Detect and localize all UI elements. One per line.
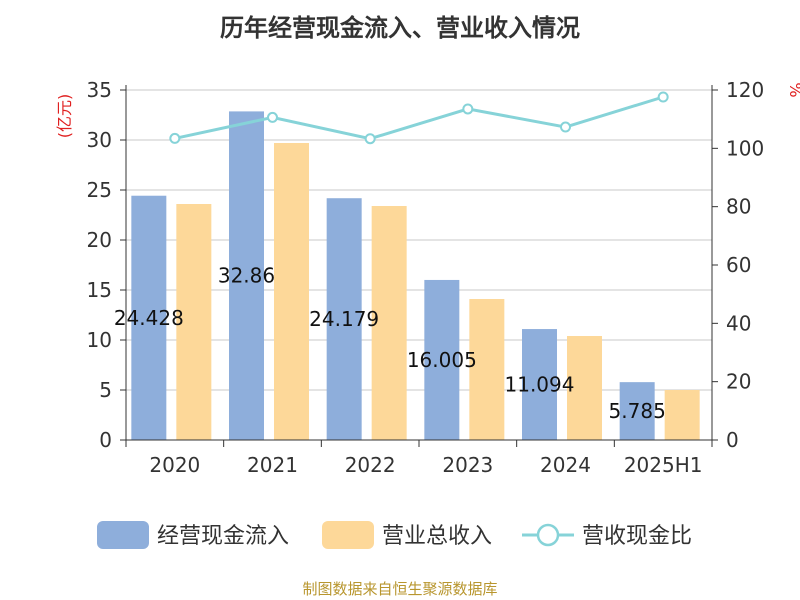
y-right-tick-label: 40 bbox=[726, 311, 751, 335]
y-left-tick-label: 5 bbox=[99, 378, 112, 402]
y-left-tick-label: 35 bbox=[87, 78, 112, 102]
y-right-tick-label: 20 bbox=[726, 370, 751, 394]
legend-label-cash-inflow: 经营现金流入 bbox=[157, 524, 289, 549]
x-tick-label: 2025H1 bbox=[624, 453, 703, 477]
ratio-point bbox=[657, 91, 669, 103]
x-tick-label: 2022 bbox=[345, 453, 396, 477]
bar-revenue bbox=[274, 143, 309, 440]
x-tick-label: 2020 bbox=[149, 453, 200, 477]
data-label: 16.005 bbox=[407, 348, 477, 372]
y-left-tick-label: 25 bbox=[87, 178, 112, 202]
y-left-tick-label: 15 bbox=[87, 278, 112, 302]
bar-revenue bbox=[371, 206, 407, 440]
legend-swatch-cash-inflow bbox=[97, 521, 149, 549]
data-label: 5.785 bbox=[609, 399, 666, 423]
x-tick-label: 2023 bbox=[442, 453, 493, 477]
y-right-tick-label: 100 bbox=[726, 136, 764, 160]
y-right-tick-label: 120 bbox=[726, 78, 764, 102]
legend-swatch-ratio-marker bbox=[536, 523, 560, 547]
y-right-tick-label: 80 bbox=[726, 195, 751, 219]
bar-revenue bbox=[567, 336, 602, 440]
y-right-axis-label: % bbox=[786, 82, 800, 97]
data-label: 24.179 bbox=[309, 307, 379, 331]
x-tick-label: 2021 bbox=[247, 453, 298, 477]
bar-cash-inflow bbox=[326, 198, 362, 440]
ratio-point bbox=[560, 121, 571, 133]
y-right-tick-label: 60 bbox=[726, 253, 751, 277]
bar-cash-inflow bbox=[522, 329, 557, 440]
y-left-tick-label: 0 bbox=[99, 428, 112, 452]
bar-cash-inflow bbox=[131, 195, 167, 440]
bar-revenue bbox=[469, 299, 505, 440]
y-left-axis-label: (亿元) bbox=[55, 94, 74, 139]
bar-cash-inflow bbox=[229, 111, 264, 441]
bar-revenue bbox=[664, 390, 700, 440]
y-left-tick-label: 20 bbox=[87, 228, 112, 252]
bar-cash-inflow bbox=[619, 382, 655, 440]
bar-revenue bbox=[176, 204, 212, 440]
legend-label-ratio: 营收现金比 bbox=[582, 524, 692, 549]
ratio-point bbox=[267, 111, 278, 123]
ratio-point bbox=[364, 133, 376, 145]
ratio-point bbox=[169, 132, 181, 144]
bar-cash-inflow bbox=[424, 279, 460, 440]
data-label: 32.86 bbox=[218, 264, 275, 288]
y-left-tick-label: 30 bbox=[87, 128, 112, 152]
chart-title: 历年经营现金流入、营业收入情况 bbox=[220, 14, 580, 42]
y-right-tick-label: 0 bbox=[726, 428, 739, 452]
data-label: 24.428 bbox=[114, 306, 184, 330]
legend-label-revenue: 营业总收入 bbox=[382, 524, 492, 549]
y-left-tick-label: 10 bbox=[87, 328, 112, 352]
legend-swatch-revenue bbox=[322, 521, 374, 549]
ratio-point bbox=[462, 103, 474, 115]
ratio-line bbox=[174, 95, 664, 141]
source-note: 制图数据来自恒生聚源数据库 bbox=[302, 580, 498, 598]
x-tick-label: 2024 bbox=[540, 453, 591, 477]
data-label: 11.094 bbox=[505, 373, 575, 397]
